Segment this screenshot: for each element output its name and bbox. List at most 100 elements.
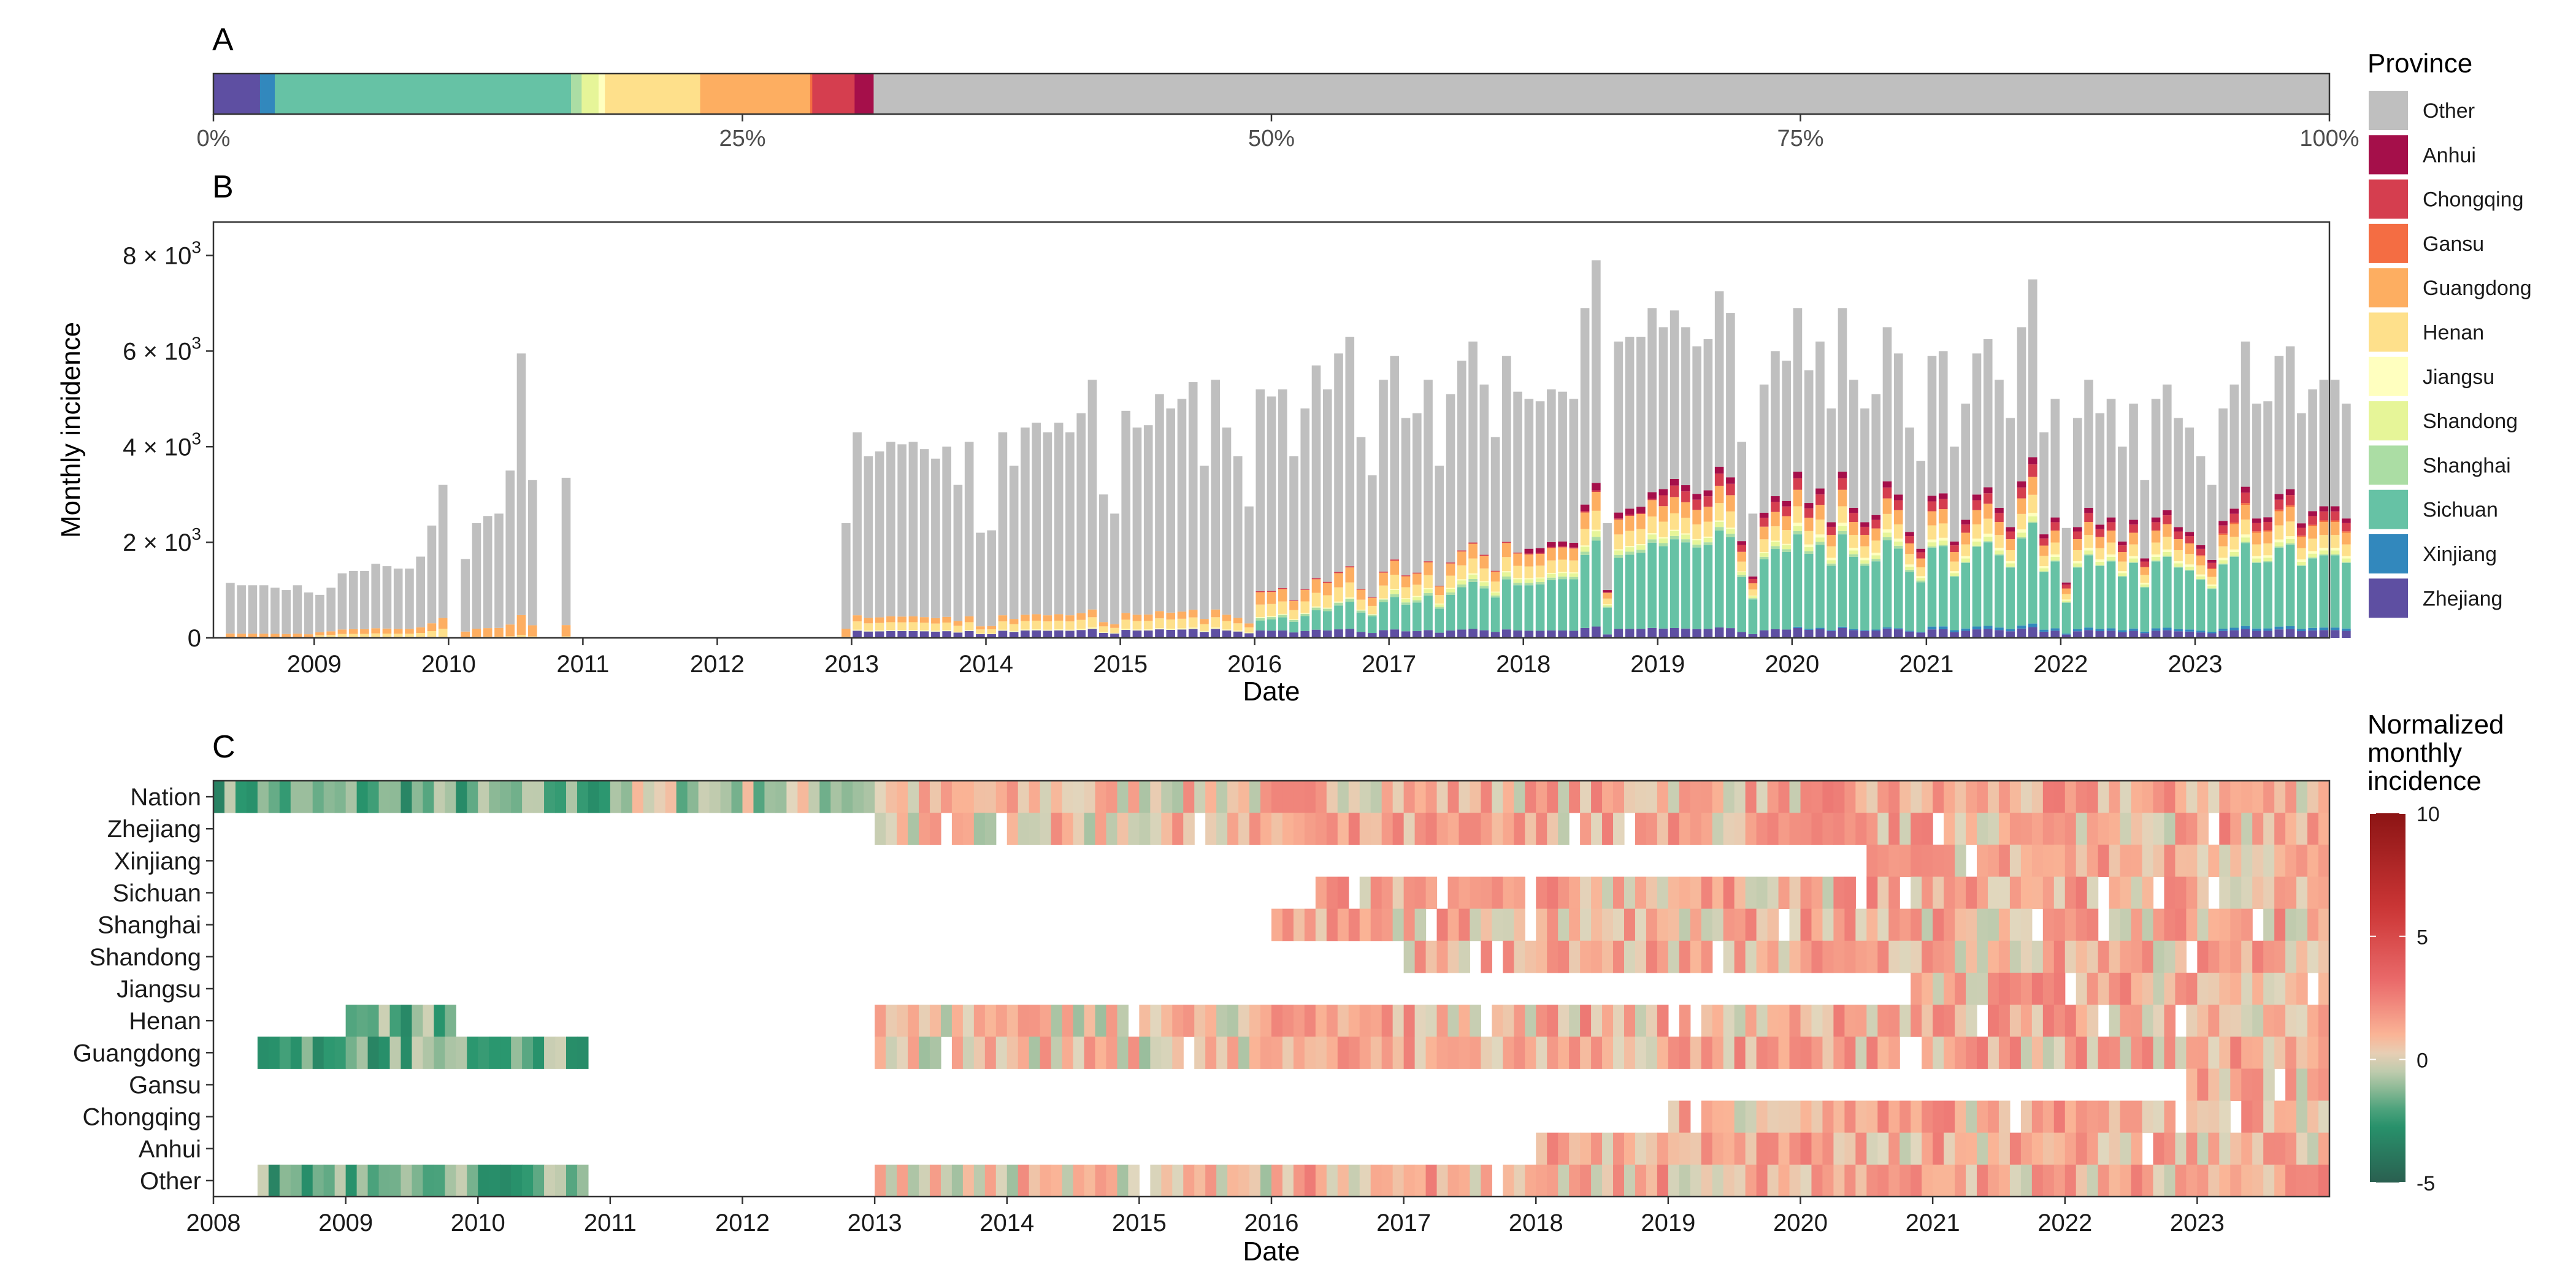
incidence-bar-zhejiang — [1726, 628, 1735, 638]
incidence-bar-henan — [2263, 543, 2272, 556]
heatmap-cell — [2252, 1132, 2264, 1165]
incidence-bar-guangdong — [853, 615, 862, 622]
incidence-bar-guangdong — [2017, 498, 2026, 514]
incidence-bar-guangdong — [1345, 567, 1355, 583]
heatmap-cell — [500, 1037, 512, 1069]
heatmap-cell — [1304, 1005, 1316, 1037]
incidence-bar-henan — [1614, 534, 1623, 550]
incidence-bar-guangdong — [1267, 592, 1276, 604]
heatmap-cell — [2031, 813, 2044, 845]
heatmap-cell — [1304, 813, 1316, 845]
incidence-bar-other — [841, 523, 851, 629]
heatmap-cell — [1051, 1005, 1063, 1037]
incidence-bar-jiangsu — [1043, 629, 1052, 631]
heatmap-cell — [951, 1005, 964, 1037]
heatmap-cell — [1447, 876, 1460, 910]
heatmap-cell — [2131, 1164, 2143, 1197]
heatmap-cell — [1933, 1037, 1944, 1069]
heatmap-x-tick-label: 2008 — [186, 1209, 241, 1236]
incidence-bar-henan — [853, 621, 862, 630]
heatmap-cell — [786, 781, 798, 813]
incidence-bar-shandong — [1938, 540, 1948, 545]
heatmap-cell — [1414, 908, 1427, 941]
incidence-bar-sichuan — [1961, 562, 1971, 629]
incidence-bar-henan — [2072, 550, 2082, 561]
heatmap-cell — [2263, 1068, 2275, 1102]
incidence-bar-other — [1322, 389, 1332, 582]
heatmap-cell — [1436, 940, 1449, 973]
heatmap-cell — [1977, 972, 1988, 1005]
heatmap-cell — [1955, 1132, 1966, 1165]
heatmap-cell — [1006, 813, 1019, 845]
heatmap-cell — [2164, 813, 2176, 845]
heatmap-cell — [1657, 1132, 1669, 1165]
incidence-bar-shanghai — [1535, 581, 1545, 585]
incidence-bar-guangdong — [1200, 619, 1209, 624]
incidence-bar-shandong — [1413, 597, 1422, 600]
incidence-bar-guangdong — [2185, 543, 2195, 554]
incidence-bar-henan — [2084, 535, 2093, 548]
incidence-bar-zhejiang — [1983, 629, 1993, 638]
legend-label-sichuan: Sichuan — [2423, 499, 2498, 522]
heatmap-cell — [257, 1164, 269, 1197]
heatmap-cell — [1822, 908, 1834, 941]
incidence-bar-henan — [505, 636, 515, 638]
heatmap-cell — [2076, 1037, 2088, 1069]
heatmap-x-tick-label: 2016 — [1244, 1209, 1299, 1236]
incidence-bar-zhejiang — [2196, 632, 2206, 638]
incidence-bar-shanghai — [1356, 610, 1366, 613]
heatmap-cell — [2109, 1132, 2121, 1165]
incidence-bar-other — [1222, 427, 1232, 615]
heatmap-cell — [301, 781, 313, 813]
incidence-bar-gansu — [2218, 533, 2228, 535]
incidence-bar-chongqing — [1972, 500, 1982, 510]
incidence-bar-henan — [1938, 523, 1948, 538]
incidence-bar-other — [1793, 308, 1803, 472]
incidence-bar-anhui — [2140, 558, 2150, 562]
heatmap-cell — [511, 1037, 523, 1069]
heatmap-cell — [1911, 813, 1922, 845]
incidence-bar-zhejiang — [1222, 630, 1232, 638]
incidence-bar-other — [2308, 389, 2317, 512]
incidence-bar-chongqing — [1860, 526, 1869, 535]
heatmap-cell — [1800, 1005, 1812, 1037]
heatmap-cell — [1767, 940, 1779, 973]
incidence-bar-zhejiang — [1424, 630, 1433, 638]
incidence-bar-anhui — [1815, 488, 1825, 495]
incidence-bar-shandong — [1972, 541, 1982, 546]
heatmap-cell — [2087, 813, 2099, 845]
incidence-bar-henan — [2140, 575, 2150, 583]
incidence-bar-anhui — [1882, 481, 1892, 488]
incidence-bar-zhejiang — [1255, 630, 1265, 638]
heatmap-cell — [1161, 813, 1173, 845]
incidence-bar-shandong — [1603, 604, 1612, 607]
incidence-bar-other — [1490, 437, 1500, 571]
incidence-bar-anhui — [2285, 489, 2295, 496]
incidence-bar-henan — [1244, 627, 1254, 633]
incidence-bar-shandong — [2050, 556, 2060, 561]
heatmap-cell — [1756, 876, 1768, 910]
heatmap-cell — [2098, 1037, 2110, 1069]
incidence-bar-jiangsu — [1961, 556, 1971, 559]
incidence-bar-other — [270, 588, 280, 634]
incidence-bar-chongqing — [1849, 513, 1858, 523]
heatmap-cell — [1822, 781, 1834, 813]
heatmap-cell — [2120, 940, 2132, 973]
heatmap-cell — [2109, 781, 2121, 813]
heatmap-cell — [1304, 781, 1316, 813]
incidence-bar-sichuan — [2050, 561, 2060, 629]
incidence-bar-jiangsu — [1166, 629, 1176, 630]
incidence-bar-anhui — [1558, 541, 1567, 546]
incidence-bar-sichuan — [2342, 562, 2351, 629]
incidence-bar-chongqing — [2185, 536, 2195, 544]
incidence-bar-shanghai — [1289, 619, 1298, 622]
heatmap-cell — [2042, 781, 2055, 813]
incidence-bar-jiangsu — [1502, 571, 1511, 573]
heatmap-cell — [1987, 1164, 1999, 1197]
incidence-bar-sichuan — [2039, 572, 2049, 630]
incidence-bar-sichuan — [1972, 546, 1982, 627]
heatmap-cell — [1172, 1005, 1184, 1037]
incidence-bar-jiangsu — [2129, 556, 2138, 559]
incidence-bar-zhejiang — [1995, 630, 2004, 638]
heatmap-cell — [2020, 876, 2033, 910]
